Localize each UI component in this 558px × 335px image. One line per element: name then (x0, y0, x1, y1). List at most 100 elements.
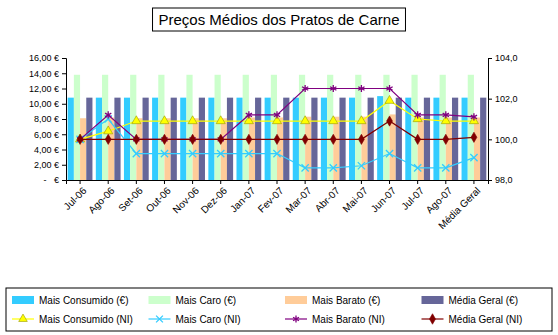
tick: Jan-07 (228, 180, 258, 214)
legend-label: Mais Consumido (€) (39, 295, 128, 306)
tick: - € (43, 175, 66, 185)
tick-mark (62, 165, 66, 166)
y-axis: - €2,00 €4,00 €6,00 €8,00 €10,00 €12,00 … (29, 53, 67, 185)
tick: Média Geral (436, 180, 482, 231)
legend-swatch (422, 296, 444, 304)
legend-label: Média Geral (NI) (449, 314, 523, 325)
legend-marker (293, 316, 299, 323)
tick-label: Jun-07 (369, 185, 399, 215)
bar (468, 75, 474, 180)
plot-area (68, 75, 487, 180)
marker (133, 150, 140, 157)
marker (188, 116, 197, 124)
tick-label: 98,0 (495, 175, 513, 185)
tick-label: Jul-06 (62, 185, 89, 212)
tick-label: 8,00 € (34, 114, 59, 124)
tick-label: 6,00 € (34, 130, 59, 140)
marker (190, 134, 196, 144)
bar (215, 75, 221, 180)
bar-series (74, 75, 474, 180)
x-axis: Jul-06Ago-06Set-06Out-06Nov-06Dez-06Jan-… (62, 180, 489, 231)
line-series (77, 116, 477, 144)
tick-mark (445, 180, 446, 184)
marker (189, 150, 196, 157)
tick: 16,00 € (29, 53, 66, 63)
tick-label: Set-06 (116, 185, 145, 214)
title-group: Preços Médios dos Pratos de Carne (153, 8, 406, 31)
tick: Nov-06 (171, 180, 202, 216)
bar (221, 118, 227, 180)
bar (158, 75, 164, 180)
tick-label: Abr-07 (313, 185, 342, 214)
legend-entry: Média Geral (€) (422, 295, 518, 306)
tick-mark (277, 180, 278, 184)
marker (218, 134, 224, 144)
legend-marker (156, 316, 163, 323)
tick-mark (62, 58, 66, 59)
bar (474, 117, 480, 180)
bar (249, 117, 255, 180)
tick: 12,00 € (29, 84, 66, 94)
legend-box (6, 288, 552, 331)
tick: Fev-07 (256, 180, 286, 215)
marker (302, 164, 309, 171)
tick: Jul-07 (399, 180, 426, 212)
bar (74, 75, 80, 180)
axis-line (67, 181, 489, 185)
legend-swatch (12, 296, 34, 304)
tick-mark (389, 180, 390, 184)
tick-label: 2,00 € (34, 160, 59, 170)
y2-axis: 98,0100,0102,0104,0 (488, 53, 518, 185)
bar (271, 75, 277, 180)
tick-label: Dez-06 (199, 185, 230, 216)
legend-swatch (149, 296, 171, 304)
marker (442, 164, 449, 171)
marker (386, 150, 393, 157)
bar (277, 117, 283, 180)
bar-series (68, 96, 468, 180)
tick-label: 102,0 (495, 94, 518, 104)
bar (80, 118, 86, 180)
tick: 2,00 € (34, 160, 66, 170)
bar (383, 75, 389, 180)
marker (302, 85, 308, 92)
marker (358, 162, 365, 169)
tick-mark (417, 180, 418, 184)
tick: 14,00 € (29, 69, 66, 79)
tick-mark (248, 180, 249, 184)
tick-mark (164, 180, 165, 184)
legend-entry: Mais Consumido (NI) (12, 314, 133, 325)
tick: 100,0 (488, 135, 518, 145)
legend-entry: Mais Caro (€) (149, 295, 237, 306)
bar-series (80, 114, 480, 180)
legend-entry: Mais Barato (€) (285, 295, 380, 306)
tick-label: Nov-06 (171, 185, 202, 216)
marker (301, 116, 310, 124)
tick-mark (192, 180, 193, 184)
legend-label: Mais Barato (€) (312, 295, 380, 306)
marker (161, 150, 168, 157)
marker (246, 111, 252, 118)
legend-label: Mais Consumido (NI) (39, 314, 133, 325)
marker (415, 111, 421, 118)
tick-label: 14,00 € (29, 69, 59, 79)
tick: 8,00 € (34, 114, 66, 124)
bar (68, 98, 74, 180)
marker (330, 134, 336, 144)
marker (358, 134, 364, 144)
tick-mark (305, 180, 306, 184)
marker (387, 116, 393, 126)
tick-label: Jan-07 (228, 185, 258, 215)
marker (132, 116, 141, 124)
marker (273, 150, 280, 157)
tick-mark (62, 180, 66, 181)
bar (480, 98, 486, 180)
bar (164, 118, 170, 180)
marker (105, 134, 111, 144)
legend-swatch (285, 296, 307, 304)
marker (471, 113, 477, 120)
line-series (76, 115, 477, 171)
line (80, 101, 474, 140)
marker (443, 134, 449, 144)
tick-label: 16,00 € (29, 53, 59, 63)
